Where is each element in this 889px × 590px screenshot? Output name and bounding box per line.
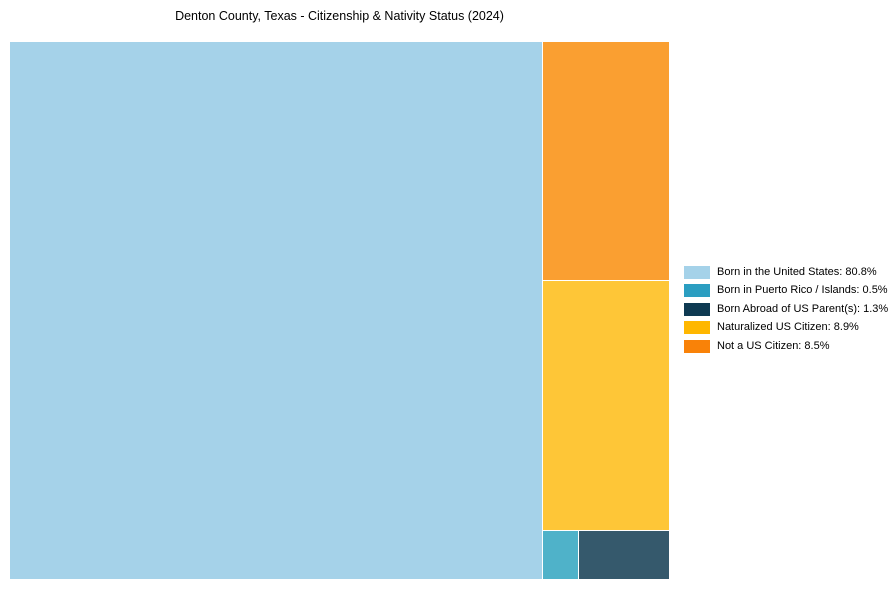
treemap-tile-born-in-puerto-rico-islands <box>543 531 578 579</box>
chart-title: Denton County, Texas - Citizenship & Nat… <box>175 9 504 23</box>
legend-label: Born in Puerto Rico / Islands: 0.5% <box>717 284 888 297</box>
legend-swatch-icon <box>684 266 710 279</box>
legend-label: Born in the United States: 80.8% <box>717 266 877 278</box>
treemap-tile-born-in-the-united-states <box>10 42 542 579</box>
legend-swatch-icon <box>684 284 710 298</box>
legend-item-not-a-us-citizen: Not a US Citizen: 8.5% <box>684 339 888 353</box>
legend-swatch-icon <box>684 339 710 353</box>
legend: Born in the United States: 80.8% Born in … <box>684 266 888 353</box>
treemap-tile-born-abroad-of-us-parent-s <box>579 531 669 579</box>
legend-label: Born Abroad of US Parent(s): 1.3% <box>717 302 889 315</box>
treemap-tile-naturalized-us-citizen <box>543 281 669 530</box>
legend-item-born-in-the-united-states: Born in the United States: 80.8% <box>684 266 888 279</box>
treemap-tile-not-a-us-citizen <box>543 42 669 280</box>
legend-item-born-in-puerto-rico-islands: Born in Puerto Rico / Islands: 0.5% <box>684 284 888 298</box>
treemap-plot <box>10 42 669 579</box>
legend-item-naturalized-us-citizen: Naturalized US Citizen: 8.9% <box>684 321 888 335</box>
legend-label: Not a US Citizen: 8.5% <box>717 339 830 352</box>
legend-swatch-icon <box>684 302 710 316</box>
legend-swatch-icon <box>684 321 710 335</box>
legend-item-born-abroad-of-us-parent-s: Born Abroad of US Parent(s): 1.3% <box>684 302 889 316</box>
legend-label: Naturalized US Citizen: 8.9% <box>717 321 859 334</box>
